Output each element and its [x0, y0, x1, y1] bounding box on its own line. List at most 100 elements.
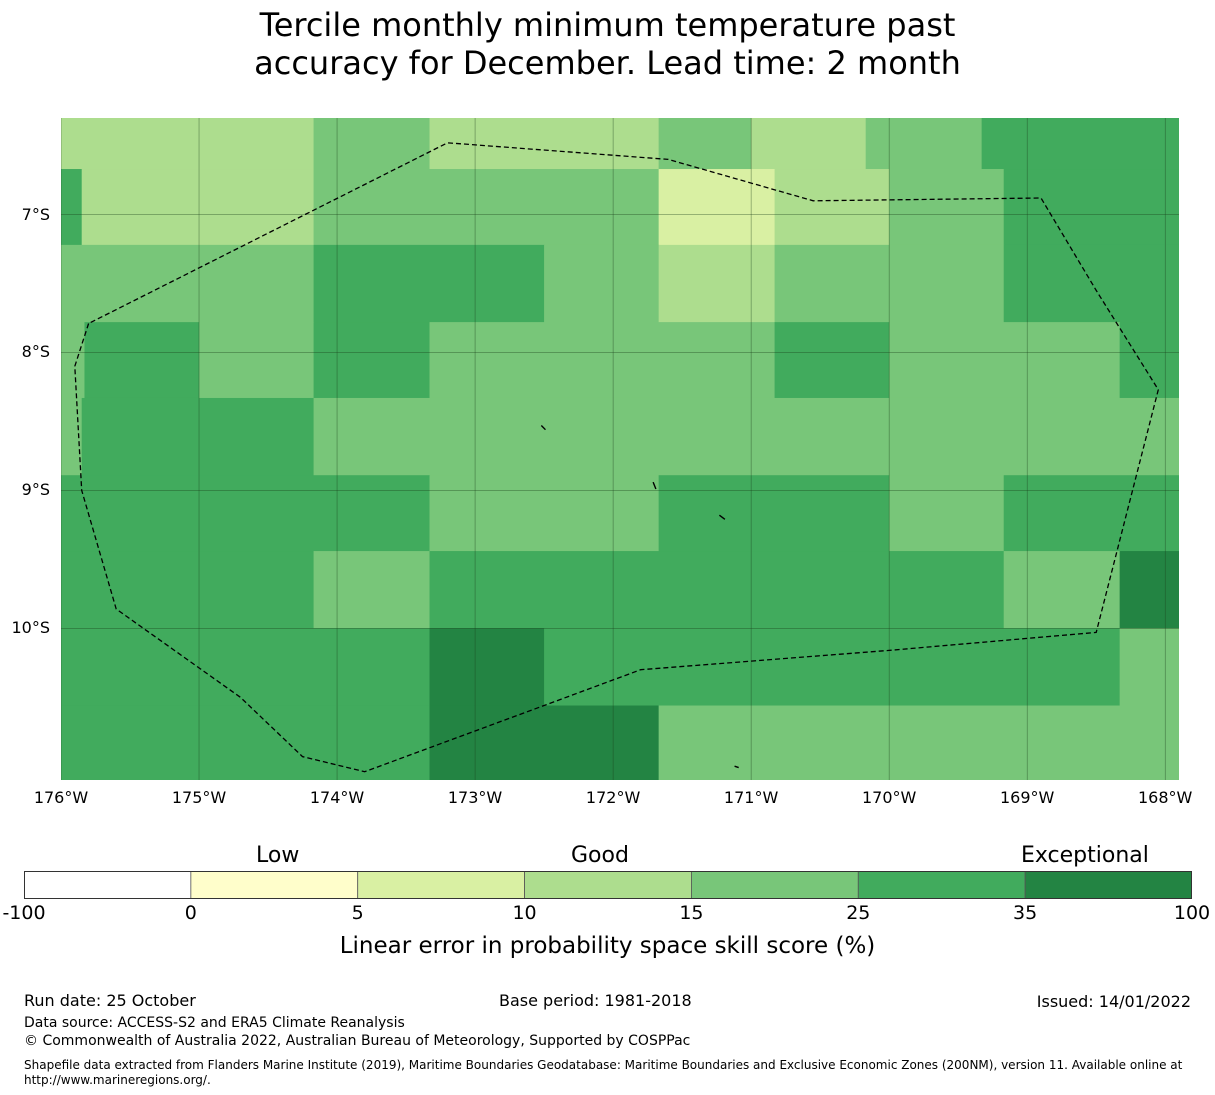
colorbar-segment [691, 871, 859, 899]
skill-cell [429, 705, 660, 780]
skill-cell [1119, 551, 1179, 629]
lat-tick-label: 8°S [21, 342, 50, 362]
lon-tick-label: 176°W [33, 788, 89, 807]
lon-tick-label: 170°W [861, 788, 917, 807]
skill-cell [61, 551, 315, 629]
skill-cell [889, 475, 1005, 552]
skill-cell [889, 169, 1005, 246]
skill-cell [313, 118, 431, 170]
colorbar-label: Linear error in probability space skill … [339, 933, 876, 959]
skill-cell [1003, 475, 1179, 552]
lat-tick-label: 10°S [11, 618, 50, 638]
category-label: Exceptional [1021, 843, 1149, 868]
colorbar-segment [524, 871, 692, 899]
colorbar [24, 871, 1192, 899]
skill-cell [429, 322, 776, 399]
lon-tick-label: 175°W [171, 788, 227, 807]
colorbar-tick-label: -100 [2, 902, 46, 924]
skill-cell [313, 397, 1179, 476]
skill-cell [84, 322, 200, 399]
skill-cell [544, 628, 1121, 707]
skill-cell [981, 118, 1179, 170]
lat-tick-label: 7°S [21, 204, 50, 224]
shapefile-url: http://www.marineregions.org/. [24, 1073, 211, 1087]
title-line-1: Tercile monthly minimum temperature past [259, 6, 956, 44]
skill-cell [61, 705, 431, 780]
skill-cell [774, 322, 890, 399]
skill-cell [429, 551, 1005, 629]
skill-cell [61, 628, 431, 707]
skill-cell [544, 244, 660, 323]
lon-tick-label: 169°W [999, 788, 1055, 807]
skill-cell [81, 397, 315, 476]
copyright: © Commonwealth of Australia 2022, Austra… [24, 1033, 691, 1049]
lon-tick-label: 168°W [1138, 788, 1193, 807]
title-line-2: accuracy for December. Lead time: 2 mont… [254, 44, 961, 82]
colorbar-frame [24, 871, 1192, 899]
skill-cell [1003, 169, 1179, 246]
skill-cell [61, 322, 86, 399]
lon-tick-label: 172°W [585, 788, 641, 807]
eez-boundary [74, 142, 1159, 773]
skill-cell [313, 322, 431, 399]
skill-cell [1003, 244, 1179, 323]
boundary-line [74, 142, 1159, 773]
skill-cell [1119, 322, 1179, 399]
skill-cell [81, 169, 315, 246]
island [540, 425, 546, 431]
skill-cell [199, 322, 315, 399]
island [734, 765, 739, 769]
skill-cell [658, 705, 1179, 780]
skill-cell [61, 475, 431, 552]
colorbar-tick-label: 25 [846, 902, 871, 924]
skill-cell [658, 118, 752, 170]
skill-cell [61, 397, 83, 476]
issued-date: Issued: 14/01/2022 [1036, 992, 1191, 1011]
skill-cell [61, 169, 83, 246]
colorbar-tick-label: 15 [679, 902, 704, 924]
colorbar-tick-label: 35 [1013, 902, 1038, 924]
skill-cell [429, 118, 660, 170]
colorbar-tick-label: 100 [1173, 902, 1211, 924]
skill-cells [61, 118, 1179, 780]
colorbar-segment [857, 871, 1026, 899]
skill-cell [658, 475, 890, 552]
island [718, 514, 726, 520]
skill-cell [313, 244, 545, 323]
skill-cell [313, 169, 660, 246]
skill-map [61, 118, 1179, 780]
skill-cell [61, 118, 315, 170]
skill-cell [889, 322, 1121, 399]
skill-cell [774, 244, 1005, 323]
skill-cell [658, 244, 776, 323]
colorbar-segment [190, 871, 359, 899]
graticule [61, 118, 1179, 780]
skill-cell [313, 551, 431, 629]
islands [540, 425, 739, 769]
colorbar-tick-label: 5 [351, 902, 364, 924]
base-period: Base period: 1981-2018 [499, 991, 692, 1010]
skill-cell [658, 169, 776, 246]
lat-tick-label: 9°S [21, 480, 50, 500]
category-label: Good [571, 843, 629, 868]
skill-cell [1003, 551, 1121, 629]
lon-tick-label: 173°W [447, 788, 503, 807]
colorbar-segment [1024, 871, 1192, 899]
colorbar-segment [24, 871, 192, 899]
skill-cell [429, 628, 545, 707]
skill-cell [865, 118, 983, 170]
skill-cell [429, 475, 660, 552]
skill-cell [1119, 628, 1179, 707]
run-date: Run date: 25 October [24, 991, 196, 1010]
island [652, 481, 657, 490]
map-title: Tercile monthly minimum temperature past… [0, 6, 1215, 82]
skill-cell [61, 244, 315, 323]
lon-tick-label: 174°W [309, 788, 365, 807]
skill-cell [774, 169, 890, 246]
category-label: Low [256, 843, 300, 868]
colorbar-segment [357, 871, 525, 899]
colorbar-tick-label: 10 [512, 902, 537, 924]
lon-tick-label: 171°W [723, 788, 779, 807]
shapefile-credit: Shapefile data extracted from Flanders M… [24, 1058, 1183, 1072]
data-source: Data source: ACCESS-S2 and ERA5 Climate … [24, 1015, 405, 1031]
